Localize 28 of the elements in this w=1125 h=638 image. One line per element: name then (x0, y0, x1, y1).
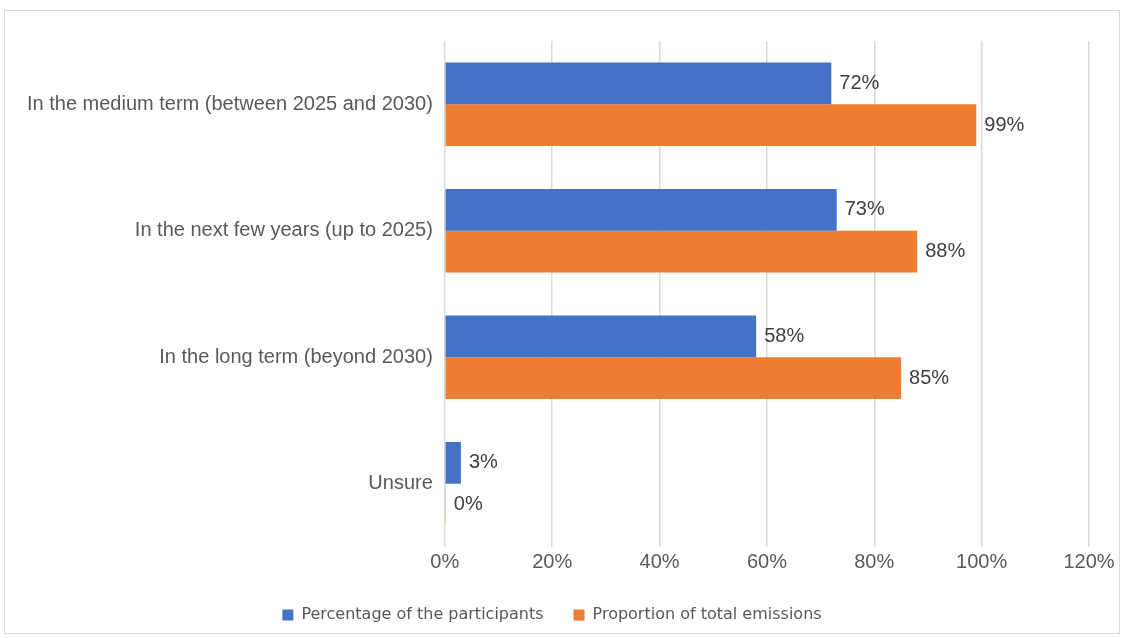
bar (445, 442, 461, 484)
data-label: 58% (764, 323, 805, 346)
data-label: 3% (468, 450, 499, 473)
y-tick-label: In the medium term (between 2025 and 2030) (26, 91, 433, 114)
x-tick-label: 40% (639, 549, 680, 572)
data-label: 88% (925, 239, 966, 262)
y-tick-label: In the next few years (up to 2025) (134, 218, 433, 241)
legend-label: Proportion of total emissions (592, 604, 822, 624)
bar (445, 62, 832, 105)
x-tick-label: 100% (956, 549, 1008, 572)
data-label: 73% (844, 197, 885, 220)
bar (445, 230, 918, 273)
x-tick-label: 60% (746, 549, 788, 572)
x-tick-label: 120% (1063, 549, 1115, 572)
bar (445, 357, 902, 399)
bar (445, 104, 977, 146)
bar (445, 315, 757, 358)
data-label: 72% (839, 70, 880, 93)
bar (445, 189, 837, 231)
y-tick-label: Unsure (368, 471, 433, 494)
data-label: 0% (453, 492, 483, 515)
x-tick-label: 80% (854, 549, 895, 572)
data-label: 99% (984, 112, 1025, 135)
x-tick-label: 0% (430, 549, 460, 572)
legend-label: Percentage of the participants (301, 604, 544, 624)
x-tick-label: 20% (532, 549, 573, 572)
y-tick-label: In the long term (beyond 2030) (159, 344, 433, 367)
data-label: 85% (909, 365, 950, 388)
